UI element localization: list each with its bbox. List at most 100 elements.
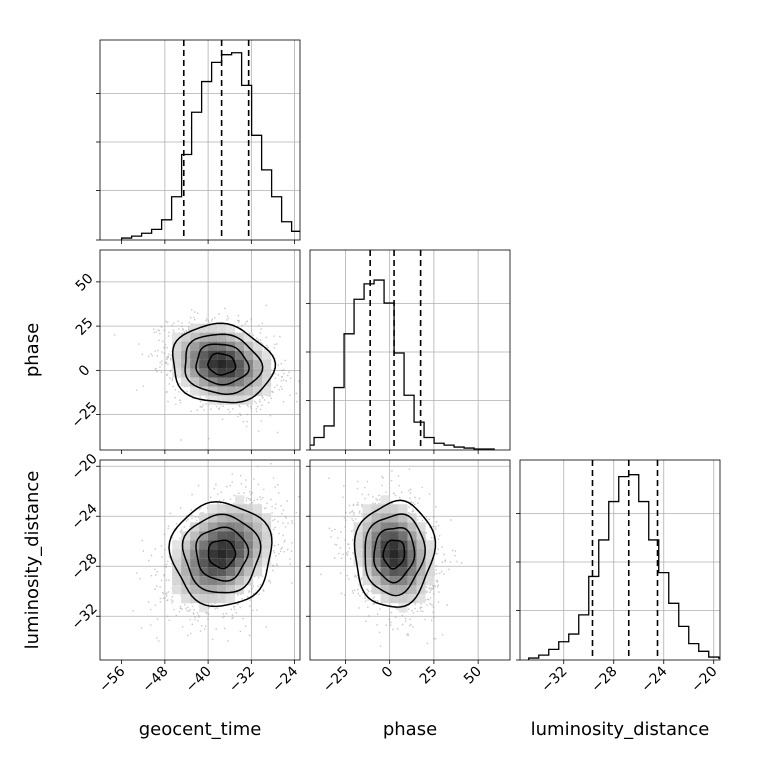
density-cell xyxy=(190,558,200,568)
density-cell xyxy=(226,350,236,360)
density-cell xyxy=(262,522,272,532)
density-cell xyxy=(226,323,236,333)
x-axis-label-luminosity_distance: luminosity_distance xyxy=(531,719,710,740)
density-cell xyxy=(398,603,408,613)
density-cell xyxy=(226,368,236,378)
density-cell xyxy=(253,540,263,550)
density-cell xyxy=(208,576,218,586)
density-cell xyxy=(208,332,218,342)
density-cell xyxy=(208,359,218,369)
density-cell xyxy=(208,522,218,532)
density-cell xyxy=(380,513,390,523)
density-cell xyxy=(244,386,254,396)
density-cell xyxy=(244,377,254,387)
density-cell xyxy=(190,549,200,559)
density-cell xyxy=(262,513,272,523)
density-cell xyxy=(398,549,408,559)
density-cell xyxy=(235,341,245,351)
contour-2 xyxy=(364,513,426,597)
density-cell xyxy=(244,513,254,523)
density-cell xyxy=(190,350,200,360)
density-cell xyxy=(235,513,245,523)
density-cell xyxy=(425,576,435,586)
density-cell xyxy=(389,540,399,550)
density-cell xyxy=(389,549,399,559)
density-cell xyxy=(416,549,426,559)
density-cell xyxy=(181,341,191,351)
density-cell xyxy=(371,549,381,559)
density-cell xyxy=(217,359,227,369)
density-cell xyxy=(226,585,236,595)
x-tick-label-geocent_time: −48 xyxy=(139,664,171,696)
density-cell xyxy=(253,549,263,559)
density-cell xyxy=(416,558,426,568)
density-cell xyxy=(380,531,390,541)
density-cell xyxy=(398,513,408,523)
density-cell xyxy=(407,549,417,559)
density-cell xyxy=(199,377,209,387)
density-cell xyxy=(190,386,200,396)
density-cell xyxy=(253,368,263,378)
hist-panel-luminosity_distance xyxy=(516,459,721,664)
density-cell xyxy=(190,540,200,550)
density-cell xyxy=(262,386,272,396)
density-cell xyxy=(244,368,254,378)
density-cell xyxy=(172,341,182,351)
y-tick-label-luminosity_distance: −20 xyxy=(69,451,101,483)
density-cell xyxy=(181,540,191,550)
panel-frame xyxy=(99,249,301,451)
density-cell xyxy=(398,522,408,532)
density-cell xyxy=(262,350,272,360)
density-cell xyxy=(235,368,245,378)
density-cell xyxy=(199,350,209,360)
density-cell xyxy=(253,522,263,532)
y-tick-label-phase: 0 xyxy=(76,362,94,380)
density-cell xyxy=(208,395,218,405)
density-cell xyxy=(253,377,263,387)
x-tick-label-luminosity_distance: −32 xyxy=(538,664,570,696)
density-cell xyxy=(199,513,209,523)
density-cell xyxy=(353,531,363,541)
density-cell xyxy=(226,513,236,523)
density-cell xyxy=(407,585,417,595)
density-cell xyxy=(235,549,245,559)
y-tick-label-phase: 50 xyxy=(73,271,97,295)
density-cell xyxy=(217,368,227,378)
density-cell xyxy=(380,558,390,568)
density-cell xyxy=(217,350,227,360)
density-cell xyxy=(398,567,408,577)
density-cell xyxy=(380,549,390,559)
density-cell xyxy=(380,504,390,514)
density-cell xyxy=(389,585,399,595)
x-tick-label-luminosity_distance: −24 xyxy=(638,663,670,695)
density-cell xyxy=(416,594,426,604)
2d-panel-geocent_time-luminosity_distance xyxy=(96,459,301,664)
density-cell xyxy=(253,359,263,369)
density-cell xyxy=(217,567,227,577)
density-cell xyxy=(407,540,417,550)
density-cell xyxy=(217,585,227,595)
density-cell xyxy=(199,549,209,559)
density-cell xyxy=(244,567,254,577)
density-cell xyxy=(353,558,363,568)
density-cell xyxy=(208,368,218,378)
density-cell xyxy=(181,377,191,387)
density-cell xyxy=(398,531,408,541)
2d-panel-phase-luminosity_distance xyxy=(306,459,511,664)
contour-0 xyxy=(382,539,406,570)
density-cell xyxy=(416,567,426,577)
density-cell xyxy=(380,567,390,577)
density-cell xyxy=(190,332,200,342)
density-cell xyxy=(262,531,272,541)
density-cell xyxy=(389,522,399,532)
density-cell xyxy=(199,540,209,550)
density-cell xyxy=(235,377,245,387)
density-cell xyxy=(199,594,209,604)
density-cell xyxy=(362,504,372,514)
density-cell xyxy=(190,531,200,541)
density-cell xyxy=(199,359,209,369)
density-cell xyxy=(199,558,209,568)
density-cell xyxy=(172,549,182,559)
density-cell xyxy=(398,594,408,604)
